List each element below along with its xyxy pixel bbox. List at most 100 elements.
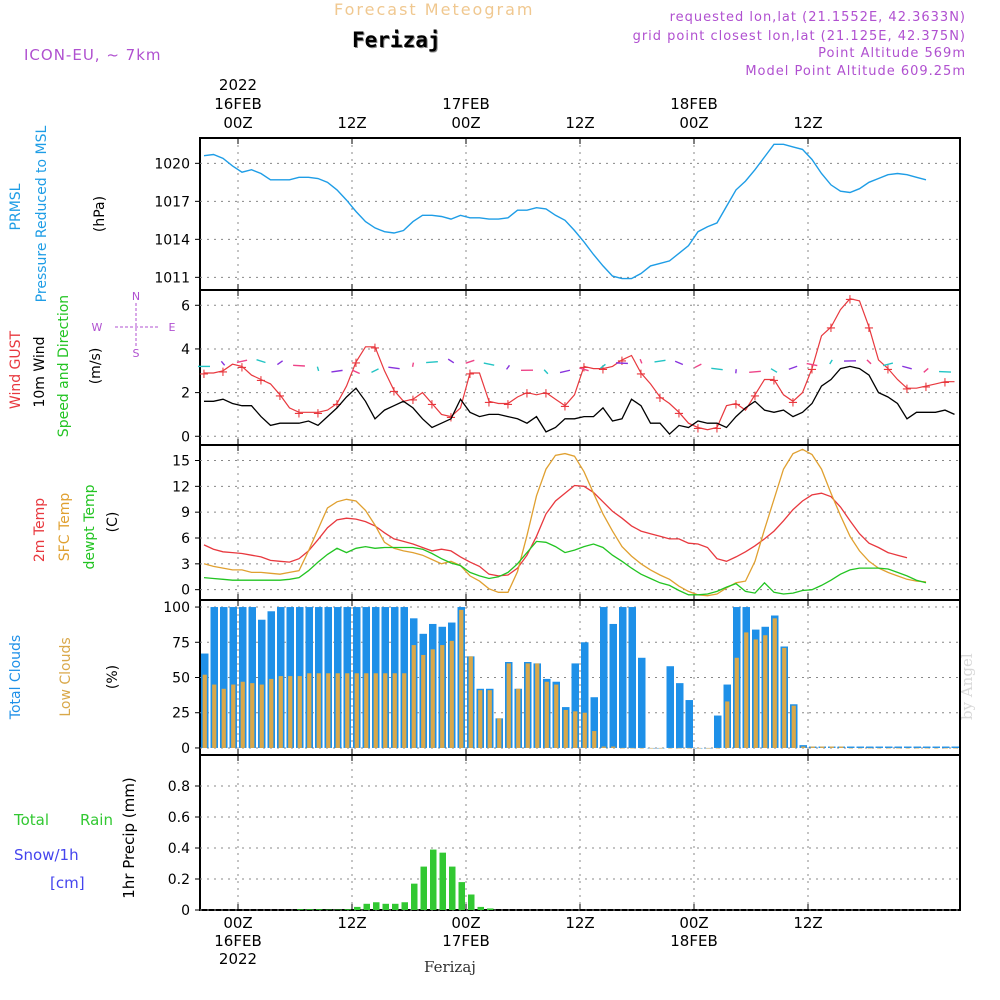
wind-gust-marker: + xyxy=(674,406,685,421)
pressure-label-short: PRMSL xyxy=(8,183,24,230)
low-clouds-bar xyxy=(554,684,559,748)
wind-gust-marker: + xyxy=(655,391,666,406)
low-clouds-bar xyxy=(383,673,388,748)
wind-gust-marker: + xyxy=(864,321,875,336)
precip-bar xyxy=(297,909,304,910)
wind-gust-marker: + xyxy=(807,363,818,378)
wind-gust-marker: + xyxy=(788,395,799,410)
wind-direction-arrow xyxy=(770,368,778,373)
wind-gust-marker: + xyxy=(294,406,305,421)
low-clouds-bar xyxy=(335,673,340,748)
grid-coords: grid point closest lon,lat (21.125E, 42.… xyxy=(632,29,966,44)
wind-gust-marker: + xyxy=(712,422,723,437)
wind-direction-arrow xyxy=(411,362,415,367)
low-clouds-bar xyxy=(810,746,815,748)
wind-direction-arrow xyxy=(426,360,438,364)
wind-gust-marker: + xyxy=(427,398,438,413)
low-clouds-bar xyxy=(715,747,720,749)
wind-gust-marker: + xyxy=(237,360,248,375)
total-clouds-bar xyxy=(875,746,883,748)
precip-bar xyxy=(420,866,427,910)
footer-location: Ferizaj xyxy=(424,958,476,976)
top-time-label: 00Z xyxy=(451,114,480,132)
low-clouds-bar xyxy=(411,645,416,748)
wind-gust-marker: + xyxy=(465,367,476,382)
wind-gust-marker: + xyxy=(845,293,856,308)
low-clouds-bar xyxy=(212,684,217,748)
precip-bar xyxy=(363,903,370,910)
wind-gust-marker: + xyxy=(731,398,742,413)
temperature-line-1 xyxy=(203,448,927,597)
low-clouds-bar xyxy=(582,712,587,748)
wind-direction-arrow xyxy=(447,358,455,364)
clouds-y-tick-label: 0 xyxy=(181,741,190,757)
precip-bar xyxy=(430,849,437,910)
wind-y-tick-label: 0 xyxy=(181,429,190,445)
low-clouds-bar xyxy=(525,663,530,748)
bottom-time-label: 12Z xyxy=(793,914,822,932)
top-time-label: 17FEB xyxy=(442,95,489,113)
wind-direction-arrow xyxy=(829,359,833,365)
wind-direction-arrow xyxy=(806,362,818,367)
low-clouds-bar xyxy=(886,747,891,749)
total-clouds-bar xyxy=(885,746,893,748)
precip-y-tick-label: 0.8 xyxy=(168,779,190,795)
low-clouds-bar xyxy=(449,640,454,748)
precip-axis-label: 1hr Precip (mm) xyxy=(120,777,138,898)
low-clouds-bar xyxy=(430,649,435,748)
wind-direction-arrow xyxy=(256,359,266,364)
bottom-time-label: 17FEB xyxy=(442,932,489,950)
low-clouds-bar xyxy=(459,609,464,748)
low-clouds-bar xyxy=(896,747,901,749)
wind-gust-marker: + xyxy=(389,384,400,399)
low-clouds-bar xyxy=(240,681,245,748)
clouds-y-tick-label: 75 xyxy=(172,635,190,651)
temperature-y-tick-label: 15 xyxy=(172,454,190,470)
precip-bar xyxy=(354,906,361,910)
temperature-line-2 xyxy=(203,540,927,596)
wind-direction-arrow xyxy=(505,364,511,370)
total-clouds-bar xyxy=(866,746,874,748)
low-clouds-bar xyxy=(915,747,920,749)
wind-direction-arrow xyxy=(388,366,400,370)
wind-direction-arrow xyxy=(749,370,761,374)
pressure-y-tick-label: 1011 xyxy=(154,270,190,286)
temperature-y-tick-label: 3 xyxy=(181,557,190,573)
low-clouds-bar xyxy=(858,747,863,749)
low-clouds-bar xyxy=(601,746,606,748)
total-clouds-bar xyxy=(856,746,864,748)
wind-direction-arrow xyxy=(220,360,226,366)
chart-title: Forecast Meteogram xyxy=(334,0,535,19)
low-clouds-bar xyxy=(791,705,796,748)
wind-direction-arrow xyxy=(882,362,894,367)
wind-direction-arrow xyxy=(674,360,684,366)
low-clouds-bar xyxy=(696,747,701,749)
low-clouds-bar xyxy=(544,681,549,748)
wind-direction-arrow xyxy=(711,367,723,371)
wind-gust-marker: + xyxy=(332,398,343,413)
top-time-label: 12Z xyxy=(337,114,366,132)
low-clouds-bar xyxy=(620,747,625,749)
low-clouds-bar xyxy=(392,673,397,748)
pressure-y-tick-label: 1017 xyxy=(154,194,190,210)
precip-bar xyxy=(382,903,389,910)
top-time-label: 2022 xyxy=(219,76,257,94)
model-point-altitude: Model Point Altitude 609.25m xyxy=(745,64,966,79)
low-clouds-bar xyxy=(744,632,749,748)
compass-west: W xyxy=(92,321,103,334)
pressure-y-tick-label: 1014 xyxy=(154,232,190,248)
wind-direction-arrow xyxy=(600,363,606,369)
low-clouds-bar xyxy=(573,711,578,748)
wind-direction-arrow xyxy=(694,363,702,369)
clouds-y-tick-label: 50 xyxy=(172,671,190,687)
total-clouds-bar xyxy=(666,666,674,748)
low-clouds-bar xyxy=(943,747,948,749)
low-clouds-bar xyxy=(421,654,426,748)
wind-direction-arrow xyxy=(293,364,305,367)
total-clouds-bar xyxy=(894,746,902,748)
total-clouds-bar xyxy=(239,607,247,748)
watermark: by Angel xyxy=(958,653,976,720)
bottom-time-label: 00Z xyxy=(679,914,708,932)
wind-direction-arrow xyxy=(654,359,666,363)
temperature-y-tick-label: 0 xyxy=(181,583,190,599)
